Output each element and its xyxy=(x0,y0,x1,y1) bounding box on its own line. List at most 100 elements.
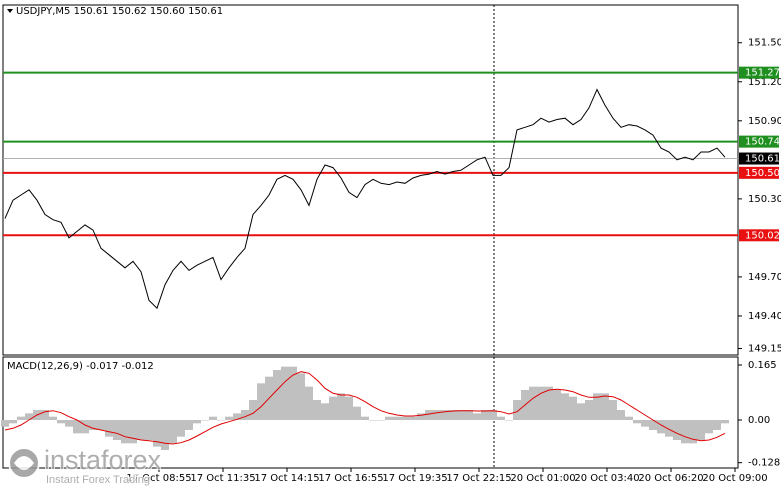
histogram-bar xyxy=(321,403,329,420)
histogram-bar xyxy=(377,420,385,421)
level-box xyxy=(739,66,779,79)
histogram-bar xyxy=(561,393,569,420)
histogram-bar xyxy=(297,373,305,420)
histogram-bar xyxy=(593,393,601,420)
histogram-bar xyxy=(185,420,193,430)
x-tick-label: 17 Oct 14:15 xyxy=(254,473,319,484)
histogram-bar xyxy=(545,386,553,420)
histogram-bar xyxy=(657,420,665,434)
y-tick-label: 151.20 xyxy=(748,77,781,88)
histogram-bar xyxy=(81,420,89,434)
histogram-bar xyxy=(393,416,401,420)
level-label: 150.61 xyxy=(745,154,780,165)
histogram-bar xyxy=(57,420,65,424)
histogram-bar xyxy=(617,410,625,420)
level-box xyxy=(739,166,779,179)
histogram-bar xyxy=(257,383,265,420)
histogram-bar xyxy=(1,420,9,427)
histogram-bar xyxy=(625,416,633,420)
histogram-bar xyxy=(353,406,361,420)
histogram-bar xyxy=(505,420,513,421)
y-tick-label: 150.90 xyxy=(748,116,781,127)
histogram-bar xyxy=(9,420,17,424)
histogram-bar xyxy=(145,420,153,440)
histogram-bar xyxy=(473,413,481,420)
tagline: Instant Forex Trading xyxy=(46,474,150,486)
x-tick-label: 17 Oct 22:15 xyxy=(446,473,511,484)
histogram-bar xyxy=(89,420,97,430)
histogram-bar xyxy=(361,416,369,420)
x-tick-label: 20 Oct 09:00 xyxy=(702,473,767,484)
level-box xyxy=(739,229,779,242)
y-tick-label: 150.30 xyxy=(748,194,781,205)
histogram-bar xyxy=(457,410,465,420)
histogram-bar xyxy=(697,420,705,440)
y-tick-label: 149.40 xyxy=(748,311,781,322)
histogram-bar xyxy=(289,366,297,420)
histogram-bar xyxy=(249,400,257,420)
histogram-bar xyxy=(217,420,225,421)
x-tick-label: 20 Oct 01:00 xyxy=(510,473,575,484)
histogram-bar xyxy=(705,420,713,434)
price-line xyxy=(4,88,726,310)
histogram-bar xyxy=(233,413,241,420)
histogram-bar xyxy=(329,396,337,420)
y-tick-label: -0.128 xyxy=(748,458,780,469)
y-tick-label: 151.50 xyxy=(748,38,781,49)
y-tick-label: 0.00 xyxy=(748,415,770,426)
histogram-bar xyxy=(129,420,137,444)
histogram-bar xyxy=(193,420,201,424)
histogram-bar xyxy=(529,386,537,420)
histogram-bar xyxy=(97,420,105,430)
histogram-bar xyxy=(369,420,377,421)
menu-arrow xyxy=(7,9,13,13)
histogram-bar xyxy=(241,410,249,420)
y-tick-label: 149.70 xyxy=(748,272,781,283)
histogram-bar xyxy=(113,420,121,440)
histogram-bar xyxy=(137,420,145,440)
histogram-bar xyxy=(585,400,593,420)
level-box xyxy=(739,135,779,148)
histogram-bar xyxy=(177,420,185,437)
brand: instaforex xyxy=(44,445,162,475)
histogram-bar xyxy=(17,416,25,420)
histogram-bar xyxy=(537,386,545,420)
histogram-bar xyxy=(681,420,689,444)
watermark: instaforex Instant Forex Trading xyxy=(8,444,162,487)
price-title: USDJPY,M5 150.61 150.62 150.60 150.61 xyxy=(16,6,223,17)
histogram-bar xyxy=(609,400,617,420)
macd-frame xyxy=(2,356,739,469)
histogram-bar xyxy=(577,403,585,420)
histogram-bar xyxy=(601,393,609,420)
histogram-bar xyxy=(305,386,313,420)
histogram-bar xyxy=(385,416,393,420)
histogram-bar xyxy=(673,420,681,440)
signal-line xyxy=(4,371,726,445)
histogram-bar xyxy=(417,413,425,420)
histogram-bar xyxy=(161,420,169,450)
histogram-bar xyxy=(49,416,57,420)
x-tick-label: 17 Oct 08:55 xyxy=(126,473,191,484)
histogram-bar xyxy=(641,420,649,427)
histogram-bar xyxy=(25,413,33,420)
histogram-bar xyxy=(481,410,489,420)
histogram-bar xyxy=(721,420,729,424)
histogram-bar xyxy=(433,410,441,420)
x-tick-label: 20 Oct 06:20 xyxy=(638,473,703,484)
histogram-bar xyxy=(425,410,433,420)
histogram-bar xyxy=(313,400,321,420)
histogram-bar xyxy=(201,420,209,421)
histogram-bar xyxy=(121,420,129,444)
histogram-bar xyxy=(345,396,353,420)
histogram-bar xyxy=(401,416,409,420)
histogram-bar xyxy=(689,420,697,444)
histogram-bar xyxy=(409,416,417,420)
histogram-bar xyxy=(73,420,81,434)
histogram-bar xyxy=(225,416,233,420)
histogram-bar xyxy=(209,416,217,420)
histogram-bar xyxy=(633,420,641,424)
logo-mark xyxy=(14,456,34,470)
macd-title: MACD(12,26,9) -0.017 -0.012 xyxy=(7,361,154,372)
